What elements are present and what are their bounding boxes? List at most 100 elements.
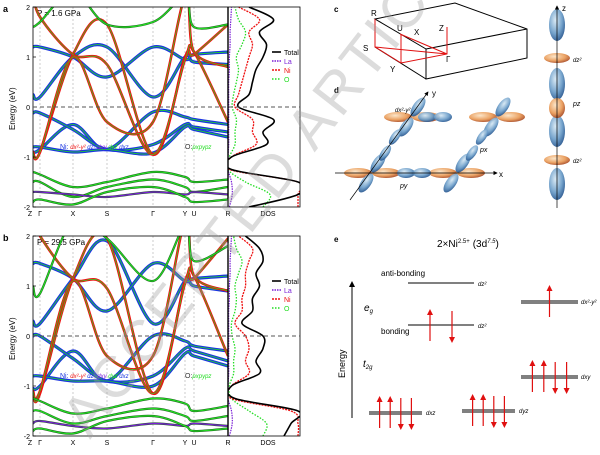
o-orbital-legend: O:pxpypz xyxy=(185,144,211,151)
band-line xyxy=(33,191,228,198)
y-axis-label: Energy (eV) xyxy=(8,317,17,360)
band-line xyxy=(33,420,228,430)
py-lobe xyxy=(378,145,392,161)
band-line xyxy=(33,7,228,30)
dos-axis-label: DOS xyxy=(260,211,276,218)
band-line xyxy=(33,407,228,425)
py-lobe xyxy=(465,145,479,161)
panel-label: d xyxy=(334,86,339,95)
k-point-label: R xyxy=(225,440,230,447)
spin-down-arrowhead xyxy=(490,422,497,428)
band-line xyxy=(33,239,228,327)
band-line xyxy=(33,170,228,189)
point-Z: Z xyxy=(439,24,444,33)
x-axis-label: x xyxy=(499,170,503,179)
band-line xyxy=(33,397,228,415)
y-axis-label: y xyxy=(432,89,436,98)
dos-axis-label: DOS xyxy=(260,440,276,447)
orbital-label: dz² xyxy=(573,159,582,165)
k-point-label: Z xyxy=(28,211,33,218)
spin-down-arrowhead xyxy=(501,422,508,428)
band-line xyxy=(33,18,228,160)
antibonding-label: anti-bonding xyxy=(381,269,425,278)
y-tick-label: 2 xyxy=(26,234,30,241)
k-point-label: Γ xyxy=(38,440,42,447)
band-line xyxy=(33,236,228,298)
energy-levels: dz² dz² dx²-y² dxy dxz dyz xyxy=(369,282,597,430)
band-line xyxy=(33,351,228,388)
y-axis xyxy=(349,91,429,201)
dx2y2-lobe xyxy=(358,173,374,193)
spin-up-arrowhead xyxy=(427,309,433,315)
py-lobe xyxy=(475,129,489,145)
k-point-label: S xyxy=(105,440,110,447)
ni-orbital-legend: Ni: dx²-y² dz² dxy dyz dxz xyxy=(60,144,129,151)
k-point-label: R xyxy=(225,211,230,218)
k-point-label: Z xyxy=(28,440,33,447)
y-tick-label: 2 xyxy=(26,5,30,12)
legend-entry: La xyxy=(284,59,292,66)
k-point-label: X xyxy=(71,211,76,218)
point-X: X xyxy=(414,28,420,37)
panel-label: e xyxy=(334,235,339,244)
point-Gamma: Γ xyxy=(446,55,451,64)
legend-entry: O xyxy=(284,77,290,84)
band-line xyxy=(33,111,228,151)
legend-entry: Total xyxy=(284,279,299,286)
point-Y: Y xyxy=(390,65,396,74)
band-line xyxy=(33,236,228,400)
panel-a-band-structure: a P = 1.6 GPa Energy (eV) 210-1-2Z Γ X S Γ Y U… xyxy=(3,4,301,218)
dx2y2-lobe xyxy=(384,112,412,122)
y-tick-label: -1 xyxy=(24,155,30,162)
y-tick-label: 1 xyxy=(26,284,30,291)
panel-b-band-structure: b P = 29.5 GPa Energy (eV) 210-1-2Z Γ X S Γ Y… xyxy=(3,233,301,447)
k-point-label: X xyxy=(71,440,76,447)
legend-entry: La xyxy=(284,288,292,295)
k-point-label: Γ xyxy=(151,440,155,447)
level-label: dx²-y² xyxy=(581,300,597,306)
legend-entry: Total xyxy=(284,50,299,57)
y-tick-label: 0 xyxy=(26,334,30,341)
band-line xyxy=(33,17,228,161)
panel-c-brillouin-zone: c R U X Z S Γ Y xyxy=(334,2,528,80)
dos-curve-ni xyxy=(228,236,300,436)
bands xyxy=(33,7,228,207)
spin-up-arrowhead xyxy=(529,360,536,366)
spin-down-arrowhead xyxy=(397,424,404,430)
spin-down-arrowhead xyxy=(408,424,415,430)
y-tick-label: -2 xyxy=(24,434,30,441)
bonding-label: bonding xyxy=(381,327,409,336)
high-symmetry-path xyxy=(374,19,448,64)
spin-up-arrowhead xyxy=(540,360,547,366)
panel-title: 2×Ni2.5+ (3d7.5) xyxy=(437,239,499,250)
panel-d-orbitals: d x y z dx²-y² px py dz² pz dz² xyxy=(334,4,582,208)
level-label: dz² xyxy=(478,324,487,330)
dx2y2-lobe xyxy=(469,112,497,122)
legend-entry: Ni xyxy=(284,68,291,75)
orbital-lobes xyxy=(344,9,570,200)
dos-curve-total xyxy=(228,236,300,436)
y-tick-label: 0 xyxy=(26,105,30,112)
orbital-label: pz xyxy=(572,101,581,108)
panel-e-energy-levels: e 2×Ni2.5+ (3d7.5) Energy eg t2g anti-bon… xyxy=(334,235,597,430)
energy-label: Energy xyxy=(337,349,347,378)
o-orbital-legend: O:pxpypz xyxy=(185,373,211,380)
eg-label: eg xyxy=(364,303,374,315)
band-line xyxy=(33,44,228,100)
y-tick-label: 1 xyxy=(26,55,30,62)
px-lobe xyxy=(434,112,452,122)
px-lobe xyxy=(418,112,436,122)
band-line xyxy=(33,7,228,160)
k-point-label: U xyxy=(191,211,196,218)
spin-down-arrowhead xyxy=(552,388,559,394)
level-label: dxy xyxy=(581,375,591,381)
panel-label: a xyxy=(3,4,9,14)
panel-label: c xyxy=(334,5,339,14)
dx2y2-lobe xyxy=(398,117,414,137)
orbital-label: dx²-y² xyxy=(395,108,411,114)
band-line xyxy=(33,186,228,206)
dx2y2-lobe xyxy=(443,173,459,193)
k-point-label: Γ xyxy=(151,211,155,218)
panel-label: b xyxy=(3,233,9,243)
